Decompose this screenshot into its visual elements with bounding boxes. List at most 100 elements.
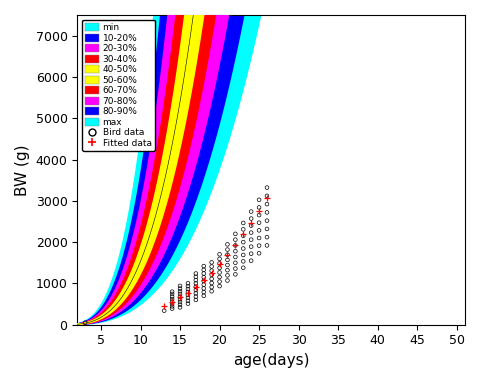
Point	[263, 201, 271, 207]
Point	[216, 278, 223, 285]
Y-axis label: BW (g): BW (g)	[15, 144, 30, 196]
Point	[263, 210, 271, 216]
Point	[208, 272, 216, 278]
Point	[255, 242, 263, 249]
Point	[216, 283, 223, 289]
Point	[208, 268, 216, 274]
Point	[247, 237, 255, 243]
Point	[231, 237, 239, 243]
Point	[224, 267, 231, 273]
Point	[184, 292, 192, 298]
Point	[200, 282, 207, 288]
Point	[263, 234, 271, 240]
Point	[231, 242, 239, 248]
Point	[184, 295, 192, 301]
Point	[184, 301, 192, 307]
Point	[231, 254, 239, 260]
Point	[168, 299, 176, 305]
Point	[231, 231, 239, 237]
Point	[231, 265, 239, 272]
Point	[255, 227, 263, 233]
Point	[208, 276, 216, 282]
Point	[168, 301, 176, 307]
Point	[81, 319, 89, 326]
Point	[168, 291, 176, 297]
Point	[216, 265, 223, 271]
Point	[224, 252, 231, 259]
Point	[240, 252, 247, 258]
Point	[176, 296, 184, 303]
Point	[224, 252, 231, 258]
Point	[247, 229, 255, 236]
Point	[200, 270, 207, 277]
Point	[184, 290, 192, 296]
Point	[263, 185, 271, 191]
Point	[192, 294, 200, 300]
Point	[168, 303, 176, 309]
Point	[200, 274, 207, 280]
Point	[200, 278, 207, 284]
Point	[192, 284, 200, 290]
Point	[255, 205, 263, 211]
Point	[263, 193, 271, 199]
Point	[160, 308, 168, 314]
Point	[240, 239, 247, 245]
Point	[184, 283, 192, 289]
Point	[231, 248, 239, 254]
Point	[255, 212, 263, 218]
Point	[176, 302, 184, 308]
Point	[255, 208, 263, 214]
Point	[208, 284, 216, 290]
Point	[240, 231, 247, 237]
Point	[176, 294, 184, 300]
Point	[200, 285, 207, 291]
Point	[192, 297, 200, 303]
Point	[216, 260, 223, 267]
Point	[216, 261, 223, 267]
Point	[192, 284, 200, 290]
Point	[247, 220, 255, 226]
Point	[247, 208, 255, 214]
Point	[192, 290, 200, 296]
Point	[176, 304, 184, 311]
Point	[240, 265, 247, 271]
Point	[176, 291, 184, 297]
Point	[184, 286, 192, 292]
Point	[240, 258, 247, 264]
Point	[216, 251, 223, 257]
Point	[240, 226, 247, 232]
Point	[263, 242, 271, 249]
Point	[208, 259, 216, 265]
Point	[176, 295, 184, 301]
Point	[184, 280, 192, 286]
Point	[176, 288, 184, 295]
Point	[231, 242, 239, 249]
Point	[216, 274, 223, 280]
Point	[263, 195, 271, 201]
Point	[224, 257, 231, 263]
Point	[200, 263, 207, 269]
Point	[200, 267, 207, 273]
Point	[255, 235, 263, 241]
Point	[208, 280, 216, 286]
Point	[255, 220, 263, 226]
Point	[255, 250, 263, 256]
Point	[200, 277, 207, 283]
Point	[240, 232, 247, 239]
Point	[192, 274, 200, 280]
Point	[240, 246, 247, 252]
Point	[224, 262, 231, 268]
Point	[168, 306, 176, 312]
Point	[168, 289, 176, 295]
Point	[255, 197, 263, 203]
Point	[192, 277, 200, 283]
Point	[200, 293, 207, 299]
Point	[224, 272, 231, 278]
Point	[263, 226, 271, 232]
Point	[184, 289, 192, 295]
Point	[224, 241, 231, 247]
Point	[216, 256, 223, 262]
Point	[231, 271, 239, 277]
Point	[247, 223, 255, 229]
Legend: min, 10-20%, 20-30%, 30-40%, 40-50%, 50-60%, 60-70%, 70-80%, 80-90%, max, Bird d: min, 10-20%, 20-30%, 30-40%, 40-50%, 50-…	[82, 20, 155, 151]
